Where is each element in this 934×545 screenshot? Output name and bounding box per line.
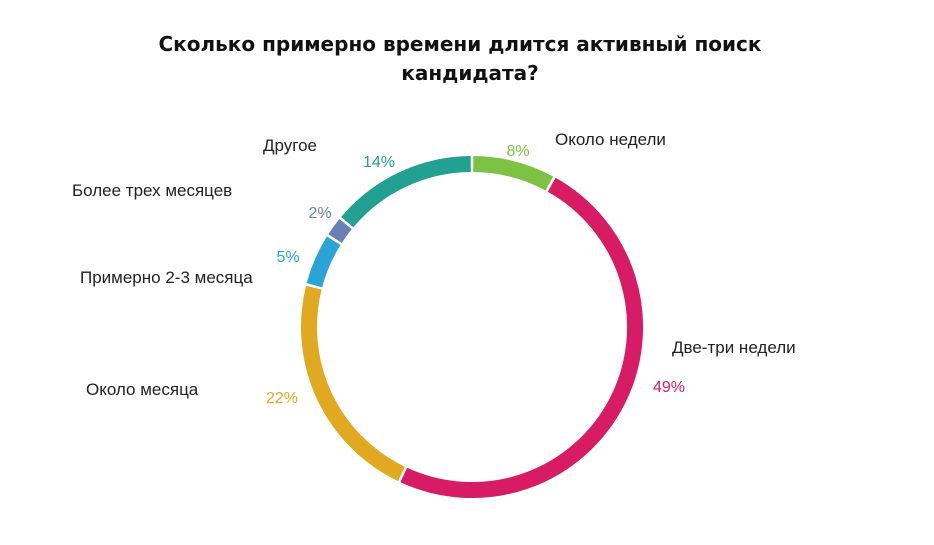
category-label-1: Около недели — [555, 130, 666, 149]
value-label-4: 5% — [276, 249, 299, 266]
donut-slice-2 — [400, 177, 644, 498]
value-label-5: 2% — [308, 205, 331, 222]
chart-title-line-2: кандидата? — [401, 61, 539, 85]
category-label-2: Две-три недели — [672, 338, 796, 357]
donut-slice-6 — [341, 156, 471, 228]
donut-slice-1 — [473, 156, 554, 191]
donut-slices — [301, 156, 644, 498]
value-label-6: 14% — [363, 154, 395, 171]
donut-labels: 8% Около недели 49% Две-три недели 22% Около … — [72, 130, 796, 407]
chart-title-line-1: Сколько примерно времени длится активный… — [158, 32, 762, 56]
value-label-2: 49% — [653, 379, 685, 396]
category-label-6: Другое — [263, 136, 317, 155]
value-label-3: 22% — [266, 390, 298, 407]
value-label-1: 8% — [506, 143, 529, 160]
category-label-3: Около месяца — [86, 380, 199, 399]
donut-slice-3 — [301, 285, 405, 482]
category-label-5: Более трех месяцев — [72, 181, 232, 200]
chart-title: Сколько примерно времени длится активный… — [0, 30, 934, 88]
donut-slice-4 — [306, 236, 341, 288]
category-label-4: Примерно 2-3 месяца — [80, 268, 253, 287]
donut-slice-5 — [328, 219, 352, 243]
